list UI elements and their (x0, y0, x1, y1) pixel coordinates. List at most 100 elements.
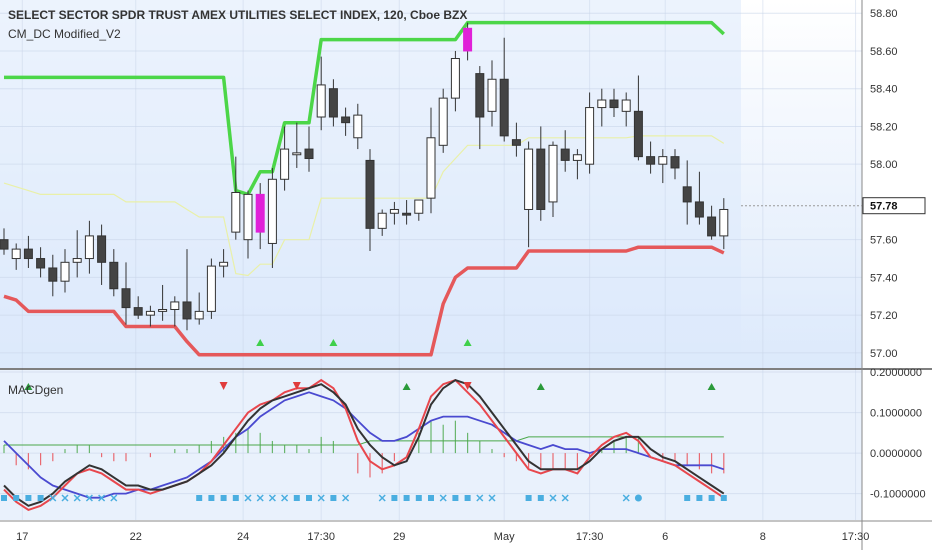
signal-square-marker (525, 495, 532, 501)
candle-body (621, 99, 631, 112)
candlestick-series (0, 22, 729, 346)
signal-x-marker (439, 494, 447, 502)
candle-body (633, 110, 643, 158)
candle-body (72, 258, 82, 263)
candle-body (414, 199, 424, 214)
candle-body (243, 193, 253, 241)
signal-x-marker (268, 494, 276, 502)
signal-circle-marker (634, 494, 642, 502)
candle-body (365, 159, 375, 229)
candle-body (658, 156, 668, 165)
candle-body (328, 88, 338, 118)
signal-square-marker (684, 495, 691, 501)
candle-body (646, 156, 656, 165)
candle-body (280, 148, 290, 180)
signal-square-marker (708, 495, 715, 501)
buy-arrow-icon (536, 383, 545, 390)
x-tick-label: 17:30 (842, 531, 870, 543)
signal-x-marker (342, 494, 350, 502)
candle-body (572, 154, 582, 161)
signal-x-marker (61, 494, 69, 502)
candle-body (426, 137, 436, 199)
signal-square-marker (696, 495, 703, 501)
macd-green-line (4, 436, 724, 446)
x-tick-label: May (494, 531, 515, 543)
signal-square-marker (537, 495, 544, 501)
signal-square-marker (330, 495, 337, 501)
signal-x-marker (561, 494, 569, 502)
candle-body (121, 288, 131, 309)
candle-body (609, 99, 619, 109)
signal-square-marker (37, 495, 44, 501)
candle-body (48, 267, 58, 282)
candle-body (304, 148, 314, 160)
signal-x-marker (73, 494, 81, 502)
signal-x-marker (622, 494, 630, 502)
signal-x-marker (488, 494, 496, 502)
y-tick-label: 58.20 (870, 121, 898, 133)
candle-body (194, 310, 204, 320)
x-tick-label: 29 (393, 531, 405, 543)
y-tick-label: 58.80 (870, 8, 898, 20)
candle-body (36, 258, 46, 269)
candle-body (255, 193, 265, 233)
signal-square-marker (25, 495, 32, 501)
candle-body (267, 178, 277, 244)
last-price-tag (862, 197, 926, 215)
signal-x-marker (378, 494, 386, 502)
candle-body (511, 139, 521, 146)
signal-square-marker (428, 495, 434, 501)
candle-body (182, 301, 192, 320)
signal-square-marker (1, 495, 7, 501)
candle-body (231, 191, 241, 233)
signal-x-marker (110, 494, 118, 502)
candle-body (536, 148, 546, 210)
candle-body (463, 27, 473, 52)
candle-body (292, 152, 302, 156)
candle-body (585, 107, 595, 165)
candle-body (402, 212, 412, 216)
candle-body (60, 261, 70, 282)
signal-square-marker (293, 495, 300, 501)
sell-arrow-icon (219, 382, 228, 390)
candle-body (341, 116, 351, 124)
signal-square-marker (208, 495, 215, 501)
candle-body (158, 308, 168, 312)
x-tick-label: 24 (237, 531, 249, 543)
buy-arrow-icon (707, 383, 716, 390)
x-tick-label: 22 (130, 531, 142, 543)
y-tick-label: 57.60 (870, 235, 898, 247)
chart-title: SELECT SECTOR SPDR TRUST AMEX UTILITIES … (8, 8, 468, 22)
y-tick-label: 57.40 (870, 272, 898, 284)
candle-body (719, 208, 729, 237)
signal-square-marker (464, 495, 471, 501)
buy-arrow-icon (402, 383, 411, 390)
x-tick-label: 17:30 (307, 531, 335, 543)
channel-upper-line (4, 20, 725, 197)
macd-series (1, 378, 727, 512)
candle-body (23, 248, 33, 260)
y-tick-label: 57.00 (870, 348, 898, 360)
indicator-label-macd[interactable]: MACDgen (8, 383, 64, 397)
candle-body (682, 186, 692, 203)
indicator-label-main[interactable]: CM_DC Modified_V2 (8, 27, 121, 41)
candle-body (438, 97, 448, 146)
signal-square-marker (403, 495, 410, 501)
channel-midline (3, 135, 725, 277)
sell-arrow-icon (292, 382, 301, 390)
signal-square-marker (306, 495, 312, 501)
signal-square-marker (452, 495, 459, 501)
signal-square-marker (220, 495, 227, 501)
channel-lower-line (3, 245, 725, 357)
signal-square-marker (196, 495, 203, 501)
candle-body (475, 73, 485, 118)
macd-y-tick-label: 0.1000000 (870, 408, 922, 420)
candle-body (707, 216, 717, 237)
macd-blue-line (3, 391, 725, 499)
candle-body (316, 84, 326, 118)
signal-x-marker (244, 494, 252, 502)
macd-y-tick-label: 0.2000000 (870, 367, 922, 379)
candle-body (597, 99, 607, 109)
signal-square-marker (415, 495, 422, 501)
